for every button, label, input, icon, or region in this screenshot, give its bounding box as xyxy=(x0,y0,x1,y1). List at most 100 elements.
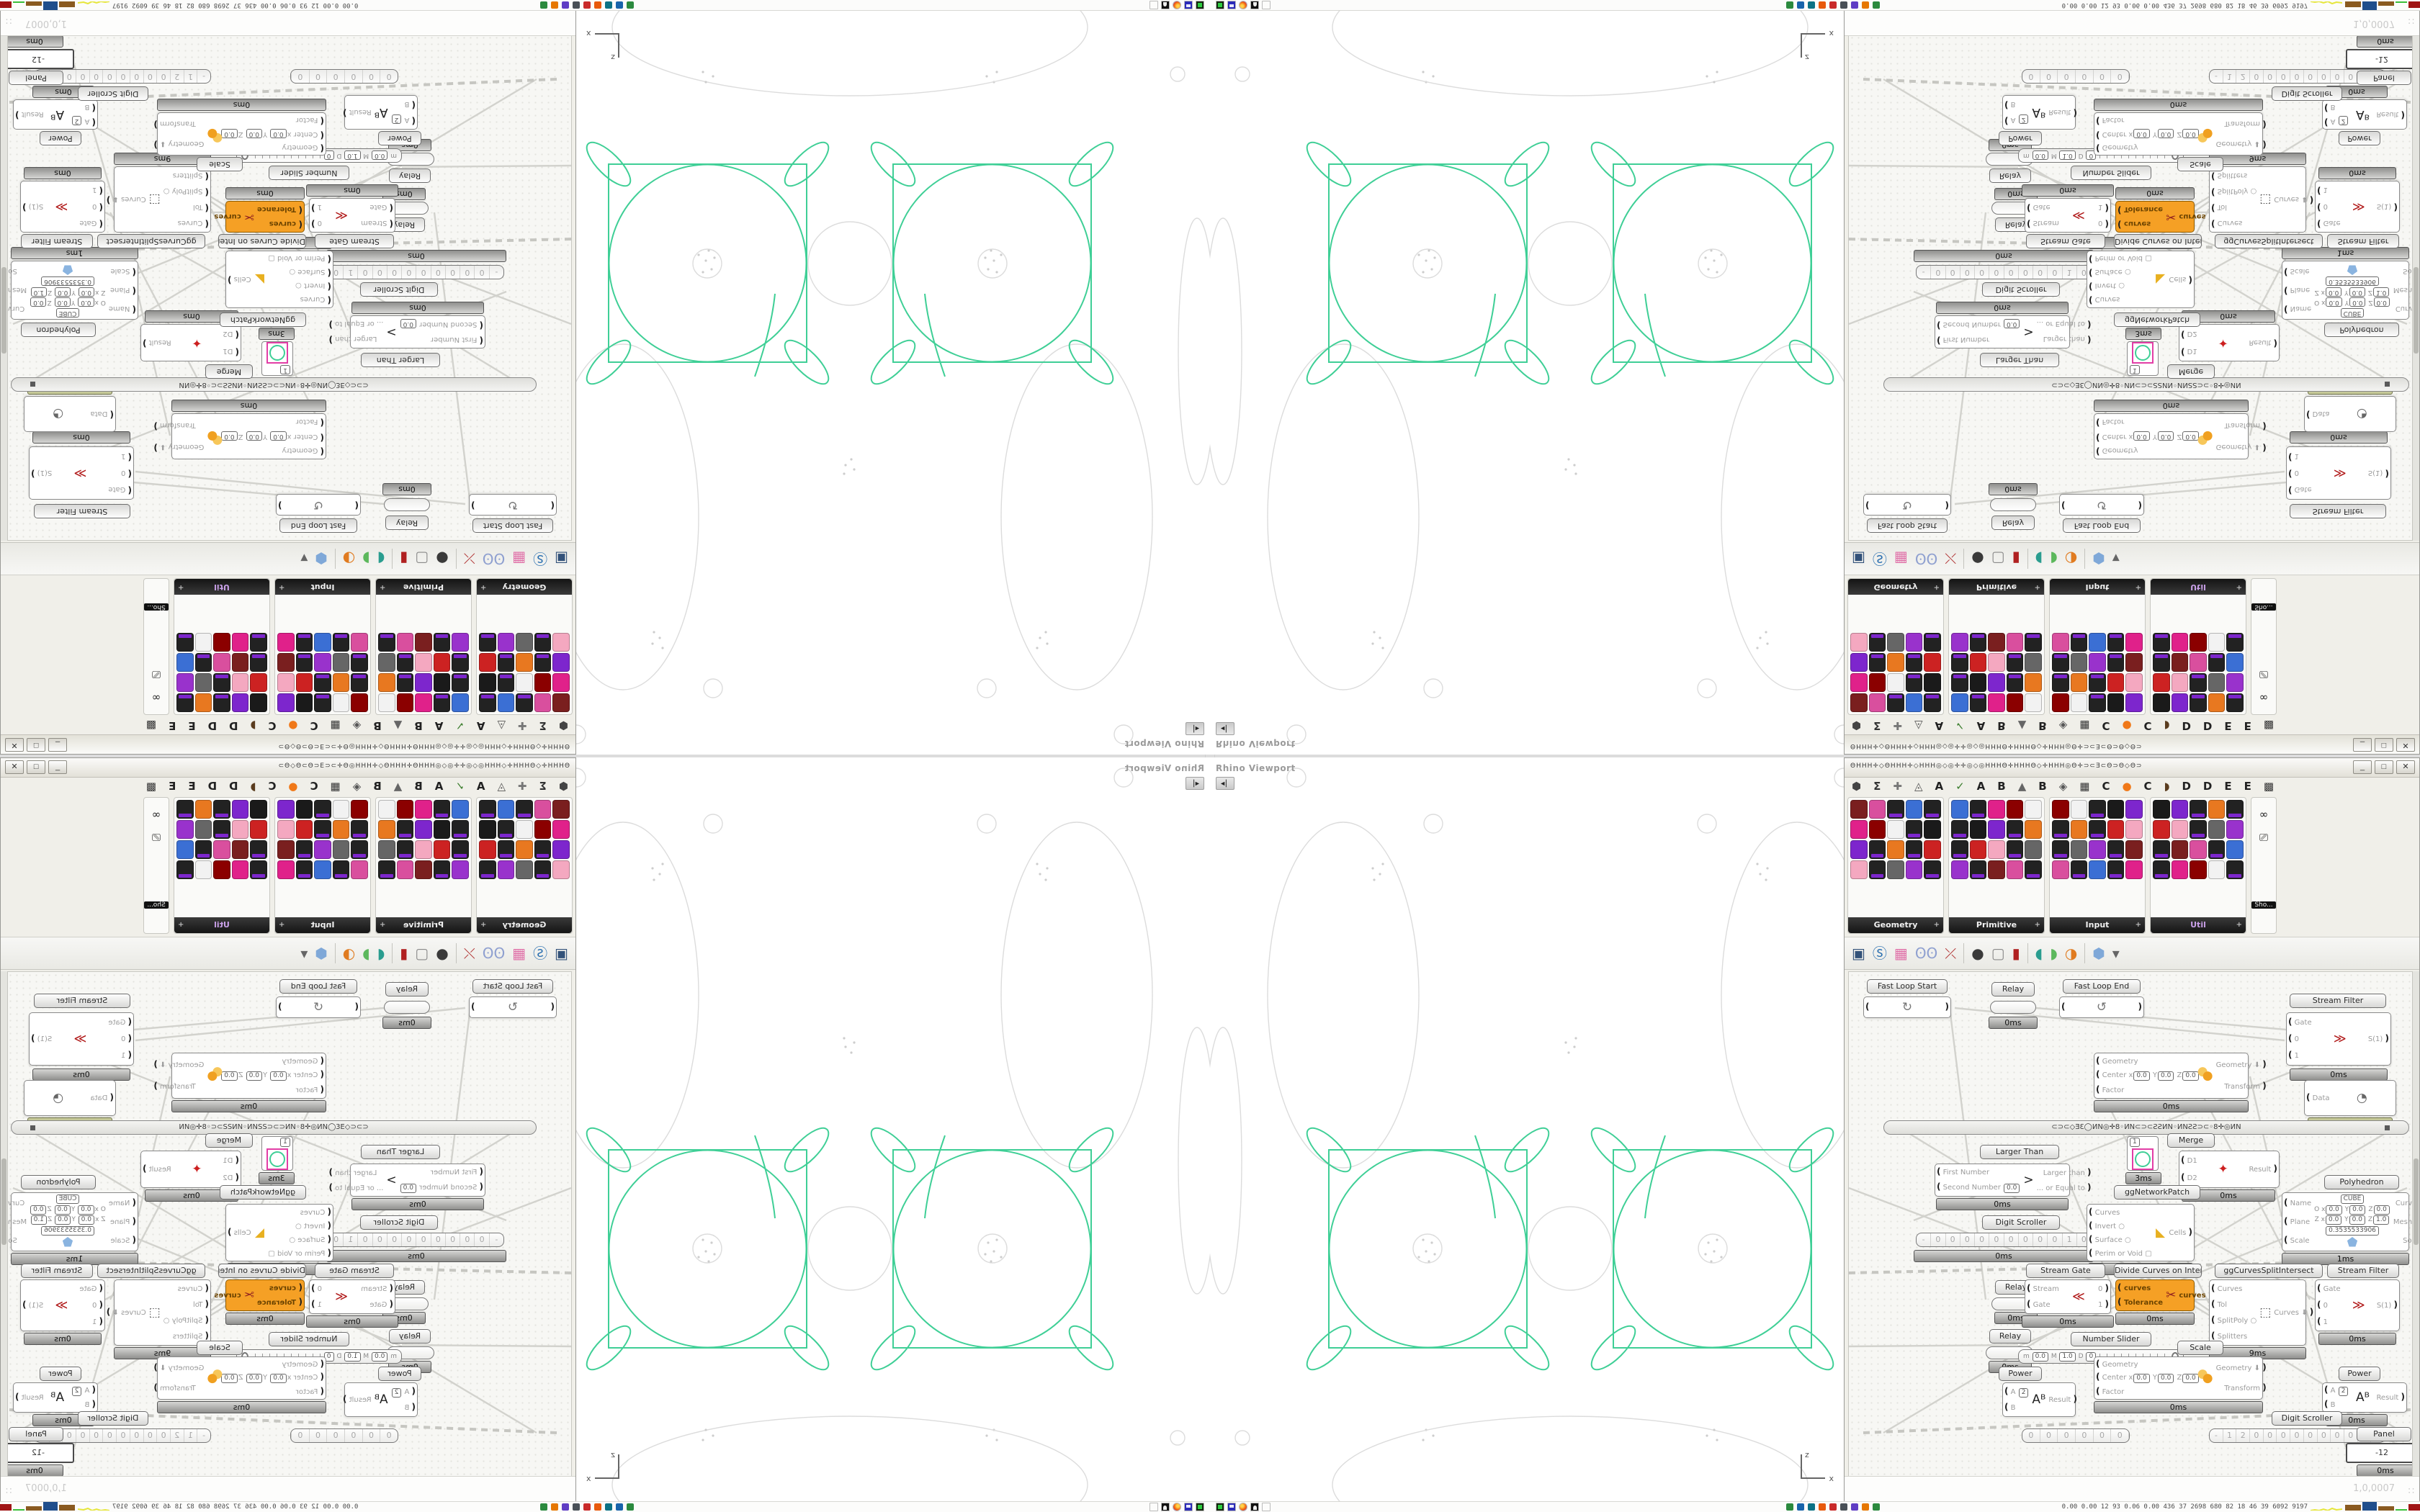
component-body[interactable]: ( Stream( Gate ≪ 0 ) 1 ) xyxy=(2025,198,2111,233)
component-tab-18[interactable]: E xyxy=(2224,719,2232,732)
component-tab-17[interactable]: D xyxy=(207,719,218,732)
mini-component[interactable]: 1 xyxy=(261,1136,293,1171)
input-nub[interactable]: ( xyxy=(2306,410,2311,420)
palette-icon[interactable] xyxy=(2226,673,2244,692)
teal-surface-icon[interactable]: ◖ xyxy=(2035,945,2043,962)
component-body[interactable]: ( D1( D2 ✦ Result ) xyxy=(2179,1151,2280,1188)
palette-icon[interactable] xyxy=(295,860,313,879)
resize-grip[interactable]: ∷ xyxy=(5,15,12,26)
scroller-digit[interactable]: 0 xyxy=(2344,1429,2358,1442)
palette-icon[interactable] xyxy=(2089,840,2106,859)
gimp-icon[interactable] xyxy=(1250,1,1259,9)
palette-icon[interactable] xyxy=(176,633,194,652)
input-nub[interactable]: ( xyxy=(479,1166,483,1177)
input-nub[interactable]: ( xyxy=(2118,205,2122,215)
palette-icon[interactable] xyxy=(2125,673,2143,692)
palette-icon[interactable] xyxy=(295,653,313,672)
input-port[interactable]: ( SplitPoly ○ xyxy=(2211,1315,2257,1325)
input-port[interactable]: ( Splitters xyxy=(172,171,209,181)
palette-icon[interactable] xyxy=(332,633,350,652)
node-label[interactable]: Scale xyxy=(2177,157,2223,171)
firefox-icon[interactable] xyxy=(1239,1503,1247,1511)
component-tab-9[interactable]: B xyxy=(2038,780,2047,793)
scroller-digit[interactable]: 2 xyxy=(169,1429,184,1442)
palette-icon[interactable] xyxy=(1988,860,2005,879)
value-chip[interactable]: 0.0 xyxy=(30,297,47,307)
scroller-digit[interactable]: 0 xyxy=(372,266,387,279)
value-chip[interactable]: 0.0 xyxy=(78,287,95,297)
palette-icon[interactable] xyxy=(351,820,368,839)
tray-icon-1[interactable] xyxy=(616,1503,623,1511)
component-tab-17[interactable]: D xyxy=(2202,719,2213,732)
tray-icon-5[interactable] xyxy=(1840,1503,1847,1511)
scroller-digit[interactable]: - xyxy=(2210,1429,2223,1442)
tray-icon-2[interactable] xyxy=(1808,1,1815,9)
component-tab-10[interactable]: ◈ xyxy=(2058,719,2068,732)
input-port[interactable]: ( First Number xyxy=(430,1166,483,1177)
node-label[interactable]: Digit Scroller xyxy=(360,282,438,297)
palette-icon[interactable] xyxy=(2107,693,2125,712)
input-port[interactable]: ( Geometry xyxy=(2096,143,2138,153)
palette-icon[interactable] xyxy=(1924,800,1941,819)
input-port[interactable]: ( Surface ○ xyxy=(289,268,331,279)
palette-icon[interactable] xyxy=(1887,840,1904,859)
input-nub[interactable]: ( xyxy=(2096,1385,2100,1396)
terminal-monitor-icon[interactable] xyxy=(1216,1,1224,9)
palette-icon[interactable] xyxy=(1868,860,1886,879)
tray-icon-4[interactable] xyxy=(583,1503,591,1511)
input-nub[interactable]: ( xyxy=(2004,99,2009,110)
palette-icon[interactable] xyxy=(516,820,533,839)
palette-icon[interactable] xyxy=(2226,840,2244,859)
palette-icon[interactable] xyxy=(2153,840,2170,859)
input-port[interactable]: ( A 2 xyxy=(2324,1385,2349,1397)
dropdown-arrow-icon[interactable]: ▾ xyxy=(2112,550,2120,567)
palette-icon[interactable] xyxy=(452,800,469,819)
output-nub[interactable]: ) xyxy=(143,338,147,348)
palette-icon[interactable] xyxy=(2025,860,2042,879)
component-tab-5[interactable]: ✓ xyxy=(1955,780,1965,793)
node-label[interactable]: Panel xyxy=(2357,71,2411,85)
node-label[interactable]: Stream Gate xyxy=(315,234,394,248)
value-chip[interactable]: 1.0 xyxy=(344,1351,361,1362)
palette-icon[interactable] xyxy=(231,673,249,692)
palette-icon[interactable] xyxy=(497,840,515,859)
input-nub[interactable]: ( xyxy=(320,432,324,443)
input-port[interactable]: ( Scale xyxy=(110,1235,136,1245)
input-nub[interactable]: ( xyxy=(2089,1247,2093,1258)
palette-icon[interactable] xyxy=(415,653,432,672)
node-label[interactable]: Number Slider xyxy=(2071,1332,2151,1346)
scroller-digit[interactable]: 0 xyxy=(89,1429,103,1442)
component-body[interactable]: ( ↺ ) xyxy=(2059,996,2144,1018)
value-chip[interactable]: 0.3535533906 xyxy=(41,1226,94,1236)
output-port[interactable]: Larger than ) xyxy=(2043,1166,2092,1177)
input-nub[interactable]: ( xyxy=(132,267,136,277)
palette-icon[interactable] xyxy=(332,840,350,859)
palette-icon[interactable] xyxy=(516,673,533,692)
scroller-digit[interactable]: 0 xyxy=(2263,70,2277,83)
palette-icon[interactable] xyxy=(2107,653,2125,672)
palette-icon[interactable] xyxy=(213,633,230,652)
palette-icon[interactable] xyxy=(351,800,368,819)
scroller-digit[interactable]: 0 xyxy=(445,1233,460,1246)
input-port[interactable]: ( B xyxy=(2004,1402,2016,1413)
firefox-icon[interactable] xyxy=(1239,1,1247,9)
component-tab-16[interactable]: D xyxy=(2182,780,2191,793)
output-nub[interactable]: ) xyxy=(2262,120,2267,130)
palette-header-input[interactable]: Input + xyxy=(275,579,370,595)
output-nub[interactable]: ) xyxy=(311,203,315,213)
input-port[interactable]: ( Tol xyxy=(2211,203,2227,213)
input-port[interactable]: ( Perim or Void ▢ xyxy=(2089,254,2152,265)
input-nub[interactable]: ( xyxy=(99,218,103,229)
input-nub[interactable]: ( xyxy=(2324,1398,2329,1409)
panel-component[interactable]: -12 xyxy=(5,49,74,69)
scroller-digit[interactable]: - xyxy=(2210,70,2223,83)
input-port[interactable]: ( 0 xyxy=(91,1299,103,1310)
palette-icon[interactable] xyxy=(479,633,496,652)
output-nub[interactable]: ) xyxy=(1945,500,1949,510)
component-tab-6[interactable]: A xyxy=(1976,719,1986,732)
palette-icon[interactable] xyxy=(1969,633,1987,652)
